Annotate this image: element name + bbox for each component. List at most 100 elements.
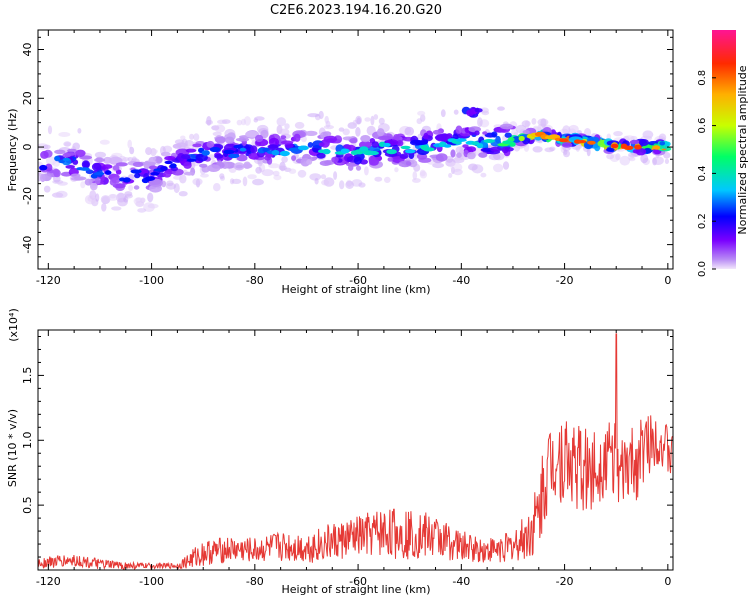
spectrogram-band-blob bbox=[348, 164, 354, 171]
spectrogram-halo-blob bbox=[242, 176, 248, 187]
spectrogram-band-blob bbox=[250, 145, 258, 154]
spectrogram-halo-blob bbox=[416, 118, 423, 125]
spectrogram-halo-blob bbox=[192, 178, 203, 186]
spectrogram-halo-blob bbox=[200, 173, 209, 178]
spectrogram-band-blob bbox=[304, 130, 318, 136]
spectrogram-ridge-blob bbox=[39, 164, 48, 171]
spectrogram-band-blob bbox=[206, 140, 215, 148]
spectrogram-band-blob bbox=[561, 142, 573, 148]
spectrogram-halo-blob bbox=[165, 182, 177, 190]
spectrogram-halo-blob bbox=[278, 165, 288, 171]
spectrogram-band-blob bbox=[115, 169, 122, 175]
spectrogram-band-blob bbox=[223, 143, 238, 152]
spectrogram-halo-blob bbox=[284, 123, 290, 130]
spectrogram-band-blob bbox=[360, 135, 371, 143]
spectrogram-halo-blob bbox=[117, 192, 125, 201]
spectrogram-halo-blob bbox=[127, 157, 133, 162]
spectrogram-halo-blob bbox=[488, 153, 501, 161]
spectrogram-band-blob bbox=[70, 173, 81, 178]
spectrogram-halo-blob bbox=[640, 153, 649, 164]
spectrogram-band-blob bbox=[207, 164, 221, 173]
spectrogram-band-blob bbox=[312, 140, 324, 149]
spectrogram-halo-blob bbox=[613, 131, 623, 137]
spectrogram-halo-blob bbox=[471, 164, 484, 174]
spectrogram-band-blob bbox=[293, 133, 301, 142]
spectrogram-halo-blob bbox=[131, 156, 137, 162]
spectrogram-ridge-blob bbox=[652, 145, 661, 150]
spectrogram-halo-blob bbox=[307, 113, 320, 118]
spectrogram-band-blob bbox=[94, 157, 106, 163]
spectrogram-halo-blob bbox=[324, 115, 329, 124]
spectrogram-band-blob bbox=[67, 148, 77, 153]
spectrogram-ridge-blob bbox=[288, 147, 300, 152]
spectrogram-ridge-blob bbox=[476, 143, 484, 149]
spectrogram-band-blob bbox=[371, 141, 379, 148]
spectrogram-halo-blob bbox=[537, 118, 549, 126]
x-tick-label: -120 bbox=[36, 274, 61, 287]
spectrogram-band-blob bbox=[399, 153, 409, 159]
spectrogram-halo-blob bbox=[374, 176, 383, 182]
spectrogram-band-blob bbox=[355, 165, 362, 171]
spectrogram-halo-blob bbox=[355, 115, 362, 125]
spectrogram-band-blob bbox=[491, 131, 498, 138]
spectrogram-band-blob bbox=[192, 143, 202, 148]
spectrogram-band-blob bbox=[478, 152, 488, 158]
spectrogram-halo-blob bbox=[577, 130, 582, 135]
spectrogram-band-blob bbox=[393, 134, 400, 141]
spectrogram-halo-blob bbox=[231, 178, 242, 184]
spectrogram-band-blob bbox=[199, 163, 208, 168]
spectrogram-band-blob bbox=[456, 152, 462, 158]
spectrogram-halo-blob bbox=[77, 128, 82, 134]
spectrogram-halo-blob bbox=[412, 171, 418, 180]
spectrogram-halo-blob bbox=[440, 109, 446, 118]
spectrogram-ridge-blob bbox=[578, 140, 587, 144]
spectrogram-halo-blob bbox=[101, 203, 107, 212]
spectrogram-band-blob bbox=[102, 164, 113, 169]
spectrogram-band-blob bbox=[112, 183, 126, 189]
spectrogram-halo-blob bbox=[99, 139, 110, 145]
spectrogram-band-blob bbox=[353, 156, 362, 165]
spectrogram-halo-blob bbox=[364, 166, 369, 176]
spectrogram-halo-blob bbox=[268, 163, 280, 169]
spectrogram-band-blob bbox=[54, 149, 66, 155]
spectrogram-band-blob bbox=[162, 171, 172, 178]
spectrogram-band-blob bbox=[144, 161, 156, 166]
spectrogram-band-blob bbox=[183, 171, 195, 176]
spectrogram-ridge-blob bbox=[423, 147, 435, 152]
snr-y-axis: 0.5 1.0 1.5 bbox=[21, 335, 673, 558]
y-tick-label: 0.5 bbox=[21, 496, 34, 514]
spectrogram-halo-blob bbox=[417, 110, 426, 116]
spectrogram-halo-blob bbox=[320, 174, 327, 180]
colorbar-ticks: 0.0 0.2 0.4 0.6 0.8 bbox=[697, 70, 716, 277]
spectrogram-halo-blob bbox=[497, 106, 505, 111]
spectrogram-band-blob bbox=[63, 152, 77, 156]
spectrogram-band-blob bbox=[280, 140, 294, 145]
spectrogram-halo-blob bbox=[236, 119, 243, 126]
spectrogram-band-blob bbox=[280, 135, 287, 140]
spectrogram-ridge-blob bbox=[359, 146, 369, 152]
spectrogram-halo-blob bbox=[480, 172, 487, 178]
x-tick-label: -20 bbox=[556, 274, 574, 287]
spectrogram-halo-blob bbox=[448, 173, 453, 178]
spectrogram-secondary-blob bbox=[474, 108, 483, 113]
spectrogram-band-blob bbox=[160, 151, 171, 157]
spectrogram-halo-blob bbox=[107, 193, 119, 201]
spectrogram-halo-blob bbox=[502, 161, 510, 170]
spectrogram-y-label: Frequency (Hz) bbox=[6, 109, 19, 192]
spectrogram-halo-blob bbox=[189, 133, 195, 140]
spectrogram-band-blob bbox=[134, 173, 141, 179]
spectrogram-band-blob bbox=[500, 123, 514, 130]
spectrogram-ridge-blob bbox=[122, 177, 131, 183]
spectrogram-halo-blob bbox=[173, 175, 183, 180]
spectrogram-halo-blob bbox=[318, 110, 324, 120]
spectrogram-halo-blob bbox=[345, 180, 354, 189]
spectrogram-halo-blob bbox=[342, 128, 350, 136]
spectrogram-ridge-blob bbox=[201, 150, 210, 156]
snr-series-line bbox=[38, 333, 673, 570]
spectrogram-x-axis: -120 -100 -80 -60 -40 -20 0 bbox=[36, 30, 671, 287]
spectrogram-halo-blob bbox=[135, 197, 142, 203]
spectrogram-halo-blob bbox=[127, 139, 132, 149]
x-tick-label: -60 bbox=[349, 274, 367, 287]
spectrogram-band-blob bbox=[377, 128, 385, 137]
spectrogram-band-blob bbox=[423, 132, 429, 140]
